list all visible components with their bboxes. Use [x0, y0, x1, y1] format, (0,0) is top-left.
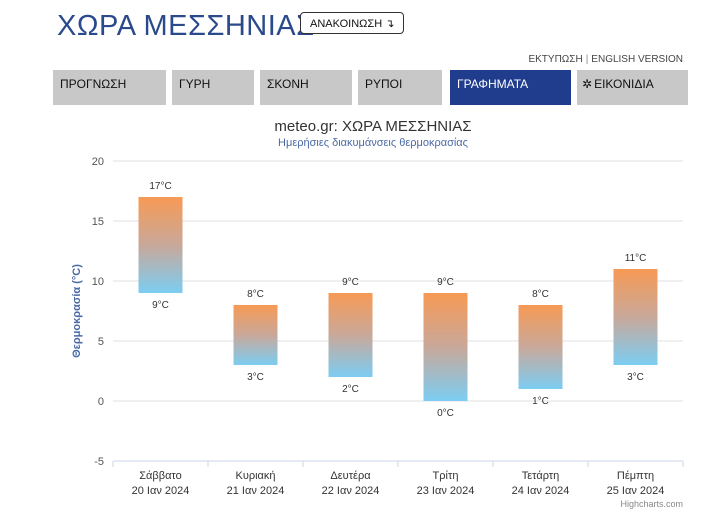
low-label: 3°C: [627, 372, 644, 383]
grid-lines: [113, 160, 683, 402]
y-tick-label: 15: [92, 216, 104, 228]
x-tick-label-date: 24 Ιαν 2024: [512, 485, 570, 497]
low-label: 3°C: [247, 372, 264, 383]
range-bar: [613, 269, 658, 365]
link-separator: |: [585, 54, 589, 65]
tab-charts[interactable]: ΓΡΑΦΗΜΑΤΑ: [450, 70, 571, 105]
english-version-link[interactable]: ENGLISH VERSION: [591, 54, 683, 65]
x-tick-label-date: 20 Ιαν 2024: [132, 485, 190, 497]
tab-forecast[interactable]: ΠΡΟΓΝΩΣΗ: [53, 70, 166, 105]
high-label: 8°C: [532, 289, 549, 300]
tab-icons[interactable]: ✲ ΕΙΚΟΝΙΔΙΑ: [577, 70, 688, 105]
low-label: 9°C: [152, 300, 169, 311]
low-label: 1°C: [532, 396, 549, 407]
chart-title: meteo.gr: ΧΩΡΑ ΜΕΣΣΗΝΙΑΣ: [274, 118, 471, 135]
high-label: 9°C: [342, 277, 359, 288]
bars: 17°C 9°C 8°C 3°C 9°C 2°C 9°C 0°C 8°C 1°C 11°C 3°C: [138, 181, 658, 419]
x-tick-label-date: 22 Ιαν 2024: [322, 485, 380, 497]
tab-label: ΡΥΠΟΙ: [365, 77, 403, 91]
range-bar: [423, 293, 468, 401]
tab-label: ΓΡΑΦΗΜΑΤΑ: [457, 77, 529, 91]
temperature-range-chart: meteo.gr: ΧΩΡΑ ΜΕΣΣΗΝΙΑΣ Ημερήσιες διακυ…: [71, 118, 684, 497]
high-label: 17°C: [149, 181, 171, 192]
x-tick-label-day: Πέμπτη: [617, 470, 654, 482]
tab-dust[interactable]: ΣΚΟΝΗ: [260, 70, 352, 105]
y-tick-label: -5: [94, 456, 104, 468]
range-bar: [233, 305, 278, 365]
gear-icon: ✲: [582, 77, 593, 91]
chart-subtitle: Ημερήσιες διακυμάνσεις θερμοκρασίας: [278, 137, 468, 149]
print-link[interactable]: ΕΚΤΥΠΩΣΗ: [528, 54, 583, 65]
y-axis-ticks: -5 0 5 10 15 20: [92, 156, 104, 468]
tab-label: ΠΡΟΓΝΩΣΗ: [60, 77, 127, 91]
highcharts-credit[interactable]: Highcharts.com: [620, 499, 683, 509]
range-bar: [518, 305, 563, 389]
low-label: 0°C: [437, 408, 454, 419]
tab-pollutants[interactable]: ΡΥΠΟΙ: [358, 70, 442, 105]
tab-label: ΕΙΚΟΝΙΔΙΑ: [594, 77, 654, 91]
y-tick-label: 10: [92, 276, 104, 288]
y-tick-label: 0: [98, 396, 104, 408]
range-bar: [328, 293, 373, 377]
announcement-button[interactable]: ΑΝΑΚΟΙΝΩΣΗ ↴: [300, 12, 405, 34]
x-tick-label-day: Τρίτη: [433, 470, 459, 482]
x-tick-label-day: Τετάρτη: [522, 470, 560, 482]
range-bar: [138, 197, 183, 293]
x-tick-label-date: 23 Ιαν 2024: [417, 485, 475, 497]
tab-pollen[interactable]: ΓΥΡΗ: [172, 70, 254, 105]
page-title: ΧΩΡΑ ΜΕΣΣΗΝΙΑΣ: [57, 10, 315, 42]
tab-label: ΣΚΟΝΗ: [267, 77, 309, 91]
x-tick-label-day: Δευτέρα: [330, 470, 371, 482]
x-tick-label-day: Σάββατο: [139, 470, 181, 482]
x-tick-label-day: Κυριακή: [235, 470, 275, 482]
main-tabs: ΠΡΟΓΝΩΣΗ ΓΥΡΗ ΣΚΟΝΗ ΡΥΠΟΙ ΓΡΑΦΗΜΑΤΑ ✲ ΕΙΚ…: [53, 70, 688, 105]
high-label: 8°C: [247, 289, 264, 300]
y-axis-title: Θερμοκρασία (°C): [71, 264, 83, 358]
y-tick-label: 20: [92, 156, 104, 168]
low-label: 2°C: [342, 384, 359, 395]
high-label: 9°C: [437, 277, 454, 288]
top-links: ΕΚΤΥΠΩΣΗ | ENGLISH VERSION: [528, 54, 683, 65]
tab-label: ΓΥΡΗ: [179, 77, 211, 91]
x-tick-label-date: 21 Ιαν 2024: [227, 485, 285, 497]
high-label: 11°C: [625, 253, 647, 264]
x-axis: Σάββατο 20 Ιαν 2024 Κυριακή 21 Ιαν 2024 Δευτ…: [112, 460, 684, 497]
x-tick-label-date: 25 Ιαν 2024: [607, 485, 665, 497]
y-tick-label: 5: [98, 336, 104, 348]
